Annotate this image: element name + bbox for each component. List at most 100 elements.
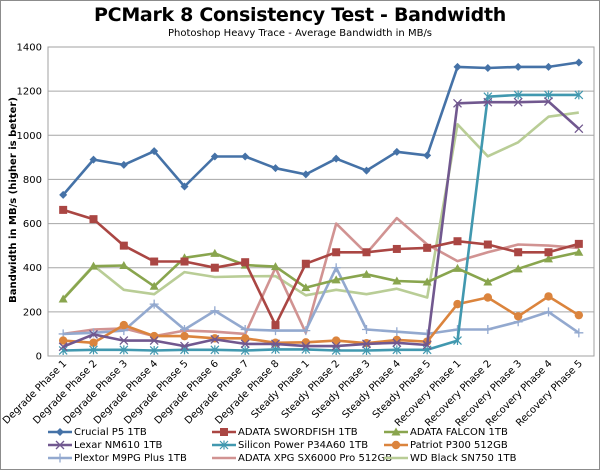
data-point <box>210 306 220 316</box>
chart-title: PCMark 8 Consistency Test - Bandwidth <box>94 4 506 26</box>
data-point <box>331 263 341 273</box>
data-point <box>119 241 128 250</box>
data-point <box>574 247 584 256</box>
legend-swatch <box>384 440 408 450</box>
data-point <box>483 277 493 286</box>
legend-label: ADATA SWORDFISH 1TB <box>238 426 358 438</box>
series-line <box>62 251 580 300</box>
data-point <box>392 244 401 253</box>
data-point <box>119 261 129 270</box>
data-point <box>271 164 280 173</box>
data-point <box>483 240 492 249</box>
data-point <box>220 428 228 436</box>
data-point <box>271 262 280 271</box>
legend-swatch <box>48 428 72 436</box>
series-line <box>63 266 580 336</box>
data-point <box>483 293 493 302</box>
data-point <box>241 258 250 267</box>
data-point <box>453 237 462 246</box>
data-point <box>210 152 219 161</box>
legend-label: ADATA XPG SX6000 Pro 512GB <box>238 452 393 464</box>
data-point <box>544 248 553 257</box>
y-tick-label: 400 <box>23 263 42 274</box>
series-line <box>62 208 580 327</box>
plot-area <box>47 46 595 357</box>
data-point <box>392 276 402 285</box>
data-point <box>210 345 220 355</box>
data-point <box>89 261 98 270</box>
data-point <box>483 325 493 335</box>
chart-legend: Crucial P5 1TB ADATA SWORDFISH 1TB ADATA F… <box>0 426 600 470</box>
data-point <box>301 259 310 268</box>
data-point <box>544 307 553 317</box>
data-point <box>362 269 371 278</box>
legend-label: Patriot P300 512GB <box>410 439 508 451</box>
data-point <box>513 90 523 100</box>
data-point <box>362 248 371 257</box>
data-point <box>391 440 401 450</box>
data-point <box>240 345 250 355</box>
data-point <box>210 248 220 257</box>
data-point <box>453 62 462 71</box>
y-tick-label: 1200 <box>17 87 42 98</box>
data-point <box>55 440 65 450</box>
data-point <box>453 299 462 309</box>
data-point <box>513 97 523 107</box>
data-point <box>180 257 189 266</box>
data-point <box>180 341 189 351</box>
series-silicon-power-p34a60-1tb <box>58 90 584 355</box>
series-line <box>63 295 580 345</box>
data-point <box>210 334 220 344</box>
data-point <box>119 336 129 346</box>
data-point <box>513 264 523 273</box>
data-point <box>392 147 401 156</box>
data-point <box>119 320 129 330</box>
data-point <box>149 281 159 290</box>
data-point <box>241 152 250 161</box>
data-point <box>574 328 584 338</box>
series-wd-black-sn750-1tb <box>62 111 579 300</box>
series-adata-falcon-1tb <box>58 247 584 303</box>
y-tick-label: 1000 <box>17 131 42 142</box>
data-point <box>574 58 583 67</box>
data-point <box>483 63 492 72</box>
y-tick-label: 0 <box>36 352 42 363</box>
data-point <box>59 205 68 214</box>
legend-swatch <box>212 440 236 450</box>
series-adata-swordfish-1tb <box>59 205 583 330</box>
gridlines <box>47 46 595 357</box>
data-point <box>58 342 68 352</box>
series-lexar-nm610-1tb <box>58 97 584 352</box>
legend-item: Plextor M9PG Plus 1TB <box>48 452 187 464</box>
data-point <box>89 215 98 224</box>
legend-swatch <box>212 428 236 436</box>
legend-swatch <box>48 440 72 450</box>
data-point <box>119 160 128 169</box>
data-point <box>210 263 219 272</box>
data-point <box>514 62 523 71</box>
legend-item: WD Black SN750 1TB <box>384 452 516 464</box>
data-point <box>240 334 250 343</box>
data-point <box>240 325 250 335</box>
data-point <box>453 263 462 272</box>
data-point <box>89 328 98 338</box>
data-point <box>544 62 553 71</box>
data-point <box>422 340 432 350</box>
data-point <box>55 453 65 463</box>
data-point <box>59 190 68 199</box>
y-axis-label: Bandwidth in MB/s (higher is better) <box>8 97 19 303</box>
data-point <box>544 292 553 301</box>
legend-label: Silicon Power P34A60 1TB <box>238 439 369 451</box>
legend-item: Lexar NM610 1TB <box>48 439 162 451</box>
data-point <box>149 345 159 355</box>
data-point <box>574 239 583 248</box>
data-point <box>331 275 341 284</box>
legend-item: Patriot P300 512GB <box>384 439 508 451</box>
data-point <box>149 299 159 309</box>
data-point <box>301 170 310 179</box>
y-tick-label: 200 <box>23 307 42 318</box>
data-point <box>58 336 68 345</box>
data-point <box>89 329 98 339</box>
